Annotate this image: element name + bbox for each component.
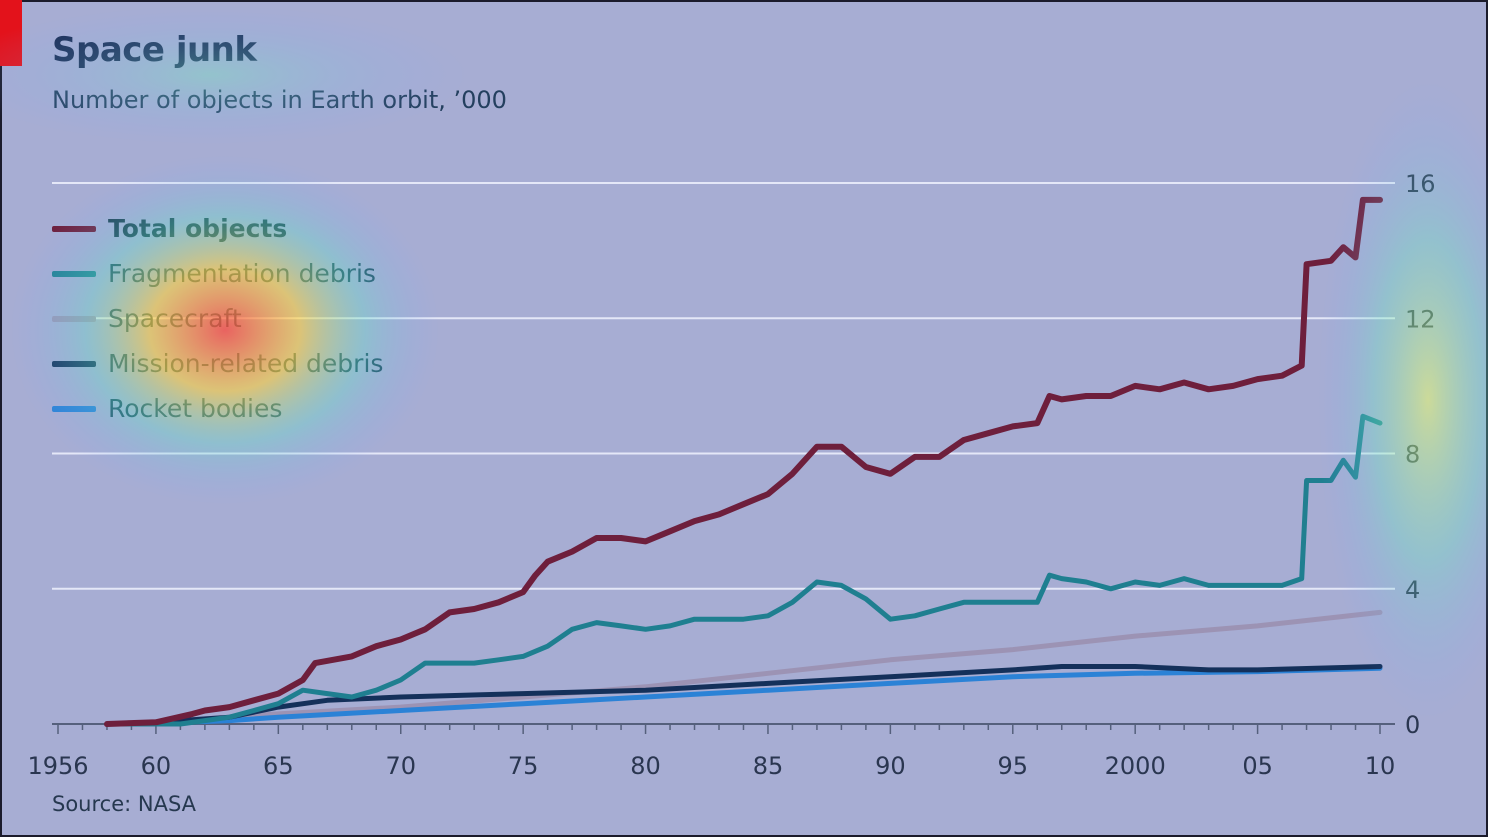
x-tick-label: 10 (1365, 752, 1396, 780)
legend: Total objects Fragmentation debris Spacecr… (52, 206, 383, 431)
legend-item: Fragmentation debris (52, 251, 383, 296)
series-lines (104, 196, 1383, 727)
series-line-rocket-bodies (104, 665, 1383, 727)
series-line-fragmentation-debris (104, 413, 1383, 727)
y-tick-label: 12 (1405, 305, 1436, 333)
legend-label: Mission-related debris (108, 349, 384, 378)
series-line-total-objects (104, 196, 1383, 727)
y-tick-label: 16 (1405, 170, 1436, 198)
legend-swatch (52, 360, 96, 367)
legend-label: Fragmentation debris (108, 259, 376, 288)
x-tick-label: 70 (385, 752, 416, 780)
y-axis: 0 4 8 12 16 (1405, 170, 1436, 739)
x-tick-label: 1956 (27, 752, 88, 780)
x-tick-label: 80 (630, 752, 661, 780)
x-tick-label: 90 (875, 752, 906, 780)
x-tick-label: 95 (998, 752, 1029, 780)
x-tick-label: 85 (753, 752, 784, 780)
legend-swatch (52, 315, 96, 322)
x-axis: 1956 60 65 70 75 80 85 90 95 2000 05 10 (27, 723, 1396, 780)
x-tick-label: 75 (508, 752, 539, 780)
legend-swatch (52, 405, 96, 412)
legend-label: Total objects (108, 214, 288, 243)
y-tick-label: 8 (1405, 441, 1420, 469)
x-tick-label: 60 (141, 752, 172, 780)
x-tick-label: 65 (263, 752, 294, 780)
legend-item: Spacecraft (52, 296, 383, 341)
y-tick-label: 4 (1405, 576, 1420, 604)
series-line-spacecraft (104, 609, 1383, 727)
legend-item: Total objects (52, 206, 383, 251)
legend-swatch (52, 225, 96, 232)
legend-label: Spacecraft (108, 304, 242, 333)
source-note: Source: NASA (52, 792, 197, 816)
y-tick-label: 0 (1405, 711, 1420, 739)
x-tick-label: 2000 (1105, 752, 1166, 780)
legend-item: Rocket bodies (52, 386, 383, 431)
legend-item: Mission-related debris (52, 341, 383, 386)
legend-label: Rocket bodies (108, 394, 283, 423)
legend-swatch (52, 270, 96, 277)
x-tick-label: 05 (1242, 752, 1273, 780)
